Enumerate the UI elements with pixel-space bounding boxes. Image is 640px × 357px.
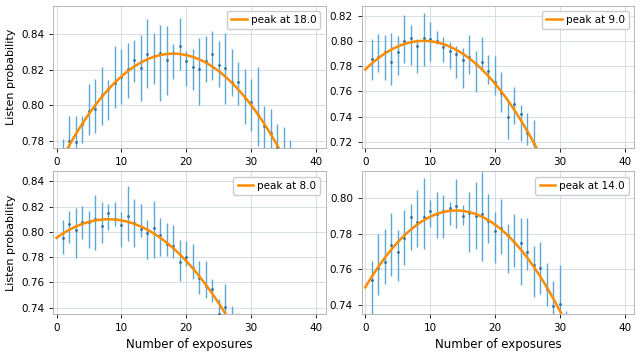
peak at 18.0	[84, 112, 92, 117]
X-axis label: Number of exposures: Number of exposures	[435, 338, 561, 351]
Y-axis label: Listen probability: Listen probability	[6, 29, 15, 125]
peak at 18.0	[52, 167, 60, 171]
peak at 8.0	[52, 236, 60, 240]
peak at 14.0	[452, 208, 460, 213]
Legend: peak at 9.0: peak at 9.0	[542, 11, 629, 29]
peak at 18.0	[246, 102, 254, 106]
peak at 9.0	[420, 39, 428, 43]
peak at 14.0	[448, 208, 456, 213]
Line: peak at 9.0: peak at 9.0	[365, 41, 631, 357]
peak at 9.0	[362, 67, 369, 72]
peak at 14.0	[394, 241, 401, 245]
peak at 14.0	[529, 264, 537, 268]
peak at 14.0	[467, 211, 475, 215]
Line: peak at 8.0: peak at 8.0	[56, 219, 323, 357]
peak at 9.0	[556, 193, 563, 197]
peak at 9.0	[554, 190, 562, 194]
peak at 8.0	[105, 217, 113, 221]
peak at 8.0	[246, 356, 254, 357]
peak at 8.0	[245, 354, 253, 357]
peak at 14.0	[362, 285, 369, 290]
Line: peak at 18.0: peak at 18.0	[56, 54, 323, 242]
peak at 18.0	[245, 100, 253, 105]
Y-axis label: Listen probability: Listen probability	[6, 195, 15, 291]
X-axis label: Number of exposures: Number of exposures	[126, 338, 253, 351]
Legend: peak at 18.0: peak at 18.0	[227, 11, 321, 29]
peak at 9.0	[449, 46, 456, 50]
peak at 18.0	[221, 74, 228, 78]
peak at 14.0	[554, 305, 562, 309]
peak at 8.0	[84, 220, 92, 224]
peak at 8.0	[159, 237, 166, 242]
peak at 18.0	[158, 52, 166, 57]
Line: peak at 14.0: peak at 14.0	[365, 211, 631, 357]
peak at 18.0	[170, 51, 177, 56]
peak at 9.0	[394, 45, 401, 49]
peak at 14.0	[556, 307, 563, 312]
peak at 9.0	[529, 140, 537, 144]
peak at 8.0	[140, 226, 148, 230]
Legend: peak at 8.0: peak at 8.0	[234, 176, 321, 195]
peak at 9.0	[467, 58, 475, 62]
peak at 18.0	[319, 240, 326, 244]
peak at 18.0	[140, 59, 147, 64]
Legend: peak at 14.0: peak at 14.0	[536, 176, 629, 195]
peak at 8.0	[221, 310, 228, 314]
